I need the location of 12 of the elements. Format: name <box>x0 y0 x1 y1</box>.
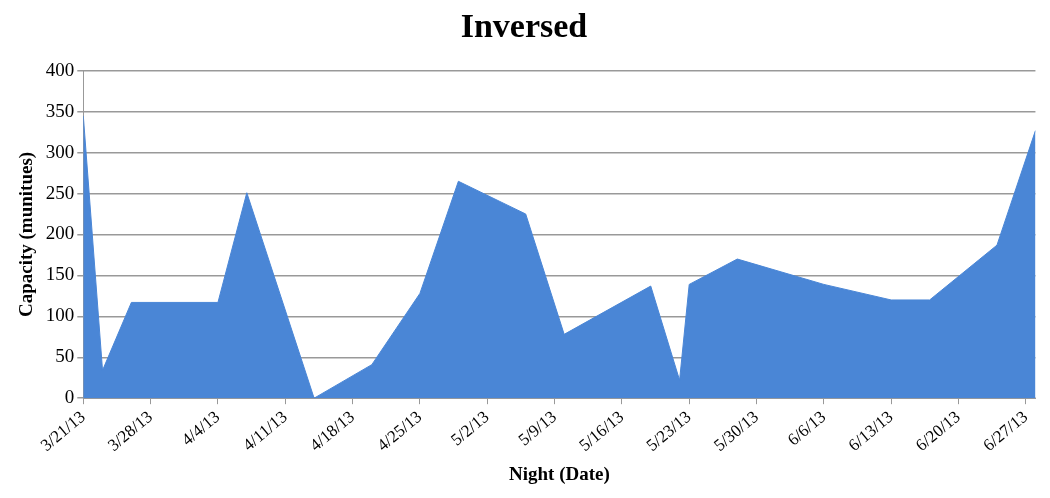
y-tick-label: 0 <box>64 386 75 408</box>
y-tick-label: 350 <box>45 99 75 121</box>
y-axis-title: Capacity (munitues) <box>15 151 38 318</box>
y-tick-label: 400 <box>45 58 75 80</box>
chart-title: Inversed <box>460 7 588 45</box>
y-tick-label: 50 <box>55 345 75 367</box>
y-tick-label: 150 <box>45 263 75 285</box>
y-tick-label: 200 <box>45 222 75 244</box>
y-tick-label: 100 <box>45 304 75 326</box>
x-axis-title: Night (Date) <box>508 462 610 485</box>
y-tick-label: 300 <box>45 140 75 162</box>
y-tick-label: 250 <box>45 181 75 203</box>
